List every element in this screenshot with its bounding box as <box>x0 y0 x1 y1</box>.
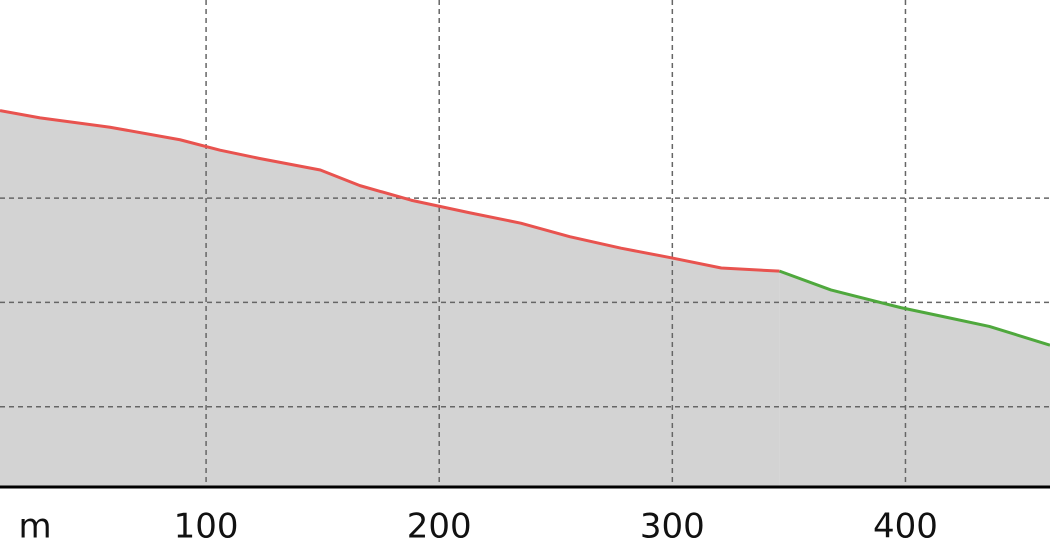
x-axis-label: m <box>18 507 51 547</box>
area <box>0 110 780 487</box>
x-tick-label: 100 <box>174 507 239 547</box>
x-tick-label: 200 <box>407 507 472 547</box>
line <box>779 269 1050 347</box>
x-tick-label: 400 <box>873 507 938 547</box>
x-tick-label: 300 <box>640 507 705 547</box>
area <box>779 271 1050 487</box>
line <box>0 109 780 273</box>
